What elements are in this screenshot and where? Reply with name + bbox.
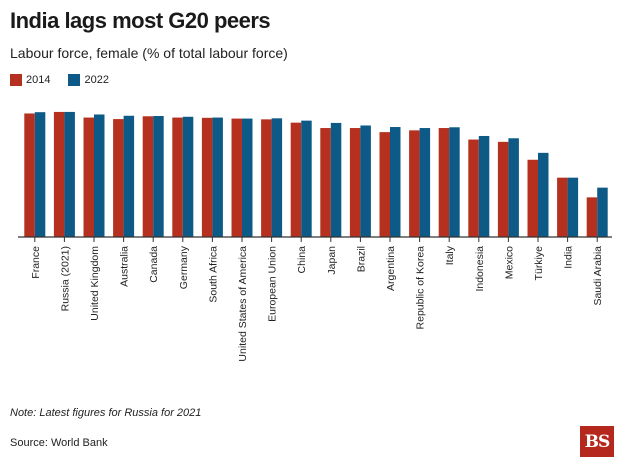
- x-tick-label: Japan: [326, 246, 338, 275]
- bar-argentina-2014: [379, 132, 390, 237]
- bar-united-kingdom-2022: [94, 114, 105, 237]
- chart-note: Note: Latest figures for Russia for 2021: [10, 407, 202, 419]
- x-tick-label: Mexico: [503, 246, 515, 279]
- bar-canada-2014: [142, 116, 154, 237]
- bar-indonesia-2014: [468, 139, 479, 237]
- x-tick-label: Republic of Korea: [415, 246, 427, 330]
- bar-south-africa-2014: [201, 117, 213, 237]
- bar-germany-2014: [172, 117, 183, 237]
- x-tick-label: South Africa: [207, 246, 219, 303]
- bar-t-rkiye-2022: [538, 152, 549, 237]
- bar-russia-2021-2014: [53, 111, 65, 237]
- x-tick-label: Germany: [178, 245, 190, 289]
- chart-subtitle: Labour force, female (% of total labour …: [10, 45, 288, 61]
- bar-mexico-2014: [497, 141, 509, 237]
- legend-label-2014: 2014: [26, 74, 51, 86]
- bar-germany-2022: [182, 116, 194, 237]
- chart-title: India lags most G20 peers: [10, 8, 271, 33]
- legend: 2014 2022: [10, 74, 127, 86]
- bar-canada-2022: [153, 116, 164, 237]
- x-tick-label: United States of America: [237, 246, 249, 362]
- bar-south-africa-2022: [212, 117, 223, 237]
- bar-india-2014: [557, 177, 568, 237]
- bar-chart: France Russia (2021) United Kingdom Austral…: [18, 111, 612, 362]
- bar-brazil-2014: [349, 128, 361, 237]
- x-tick-label: India: [563, 246, 575, 269]
- bar-european-union-2014: [261, 119, 272, 237]
- x-tick-label: Russia (2021): [59, 246, 71, 311]
- x-tick-label: Italy: [444, 245, 456, 265]
- bar-australia-2022: [123, 115, 135, 237]
- bar-argentina-2022: [390, 127, 401, 237]
- x-tick-label: United Kingdom: [89, 246, 101, 321]
- bar-russia-2021-2022: [64, 111, 75, 237]
- bar-china-2014: [290, 122, 302, 237]
- bar-australia-2014: [113, 119, 124, 237]
- legend-item-2014: 2014: [10, 74, 50, 86]
- bar-italy-2022: [449, 127, 460, 237]
- bar-china-2022: [301, 120, 312, 237]
- x-tick-label: Indonesia: [474, 246, 486, 292]
- x-tick-label: France: [30, 246, 42, 279]
- legend-swatch-2014: [10, 74, 22, 86]
- bar-italy-2014: [438, 128, 450, 237]
- legend-label-2022: 2022: [84, 74, 109, 86]
- publisher-logo: BS: [580, 426, 614, 457]
- bar-japan-2022: [330, 122, 342, 237]
- x-tick-label: Türkiye: [533, 246, 545, 281]
- x-tick-label: Argentina: [385, 246, 397, 291]
- legend-item-2022: 2022: [68, 74, 109, 86]
- bar-india-2022: [567, 177, 579, 237]
- x-tick-label: Canada: [148, 246, 160, 283]
- x-tick-label: Saudi Arabia: [592, 246, 604, 306]
- chart-source: Source: World Bank: [10, 437, 108, 449]
- x-tick-label: European Union: [267, 246, 279, 322]
- legend-swatch-2022: [68, 74, 81, 86]
- bar-brazil-2022: [360, 125, 371, 237]
- bar-saudi-arabia-2014: [586, 197, 598, 237]
- bar-mexico-2022: [508, 138, 519, 237]
- bar-united-kingdom-2014: [83, 117, 94, 237]
- x-tick-label: Australia: [119, 246, 131, 287]
- bar-japan-2014: [320, 128, 331, 237]
- x-tick-label: Brazil: [355, 246, 367, 272]
- bar-republic-of-korea-2014: [409, 130, 420, 237]
- bar-saudi-arabia-2022: [597, 187, 608, 237]
- bar-united-states-of-america-2014: [231, 118, 242, 237]
- bar-european-union-2022: [271, 118, 283, 237]
- bar-france-2014: [24, 113, 35, 237]
- bar-united-states-of-america-2022: [242, 118, 253, 237]
- bar-t-rkiye-2014: [527, 159, 538, 237]
- bar-indonesia-2022: [478, 135, 490, 237]
- x-tick-label: China: [296, 246, 308, 274]
- bar-republic-of-korea-2022: [419, 128, 431, 237]
- bar-france-2022: [34, 112, 46, 237]
